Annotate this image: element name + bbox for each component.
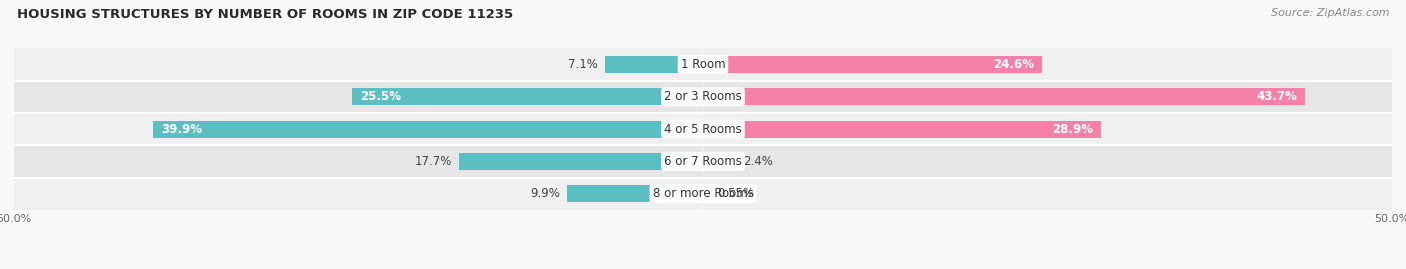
Text: Source: ZipAtlas.com: Source: ZipAtlas.com bbox=[1271, 8, 1389, 18]
Bar bbox=[605, 56, 703, 73]
Bar bbox=[14, 81, 1392, 113]
Text: 7.1%: 7.1% bbox=[568, 58, 599, 71]
Text: HOUSING STRUCTURES BY NUMBER OF ROOMS IN ZIP CODE 11235: HOUSING STRUCTURES BY NUMBER OF ROOMS IN… bbox=[17, 8, 513, 21]
Text: 39.9%: 39.9% bbox=[162, 123, 202, 136]
Text: 25.5%: 25.5% bbox=[360, 90, 401, 103]
Text: 28.9%: 28.9% bbox=[1052, 123, 1092, 136]
Text: 1 Room: 1 Room bbox=[681, 58, 725, 71]
Bar bbox=[14, 113, 1392, 145]
Bar bbox=[703, 121, 1101, 137]
Bar bbox=[153, 121, 703, 137]
Bar bbox=[14, 145, 1392, 178]
Bar bbox=[703, 185, 710, 202]
Text: 9.9%: 9.9% bbox=[530, 187, 560, 200]
Text: 6 or 7 Rooms: 6 or 7 Rooms bbox=[664, 155, 742, 168]
Text: 2.4%: 2.4% bbox=[742, 155, 773, 168]
Legend: Owner-occupied, Renter-occupied: Owner-occupied, Renter-occupied bbox=[575, 266, 831, 269]
Bar bbox=[460, 153, 703, 170]
Text: 43.7%: 43.7% bbox=[1256, 90, 1296, 103]
Text: 24.6%: 24.6% bbox=[993, 58, 1033, 71]
Text: 4 or 5 Rooms: 4 or 5 Rooms bbox=[664, 123, 742, 136]
Bar bbox=[703, 56, 1042, 73]
Bar bbox=[352, 89, 703, 105]
Bar bbox=[14, 48, 1392, 81]
Bar bbox=[703, 153, 737, 170]
Text: 2 or 3 Rooms: 2 or 3 Rooms bbox=[664, 90, 742, 103]
Bar bbox=[14, 178, 1392, 210]
Text: 0.55%: 0.55% bbox=[717, 187, 755, 200]
Bar bbox=[567, 185, 703, 202]
Text: 8 or more Rooms: 8 or more Rooms bbox=[652, 187, 754, 200]
Text: 17.7%: 17.7% bbox=[415, 155, 453, 168]
Bar bbox=[703, 89, 1305, 105]
